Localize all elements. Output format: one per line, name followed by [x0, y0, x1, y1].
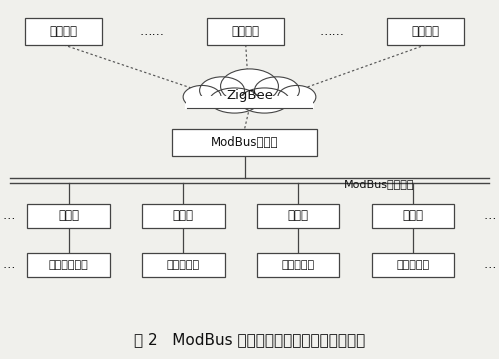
Ellipse shape: [210, 88, 259, 113]
Text: 从控制器: 从控制器: [411, 25, 440, 38]
FancyBboxPatch shape: [257, 204, 339, 228]
FancyBboxPatch shape: [257, 253, 339, 277]
Text: 隔离器: 隔离器: [58, 209, 79, 222]
FancyBboxPatch shape: [142, 204, 225, 228]
Ellipse shape: [254, 77, 299, 104]
Ellipse shape: [240, 88, 289, 113]
Text: 高清摄像机: 高清摄像机: [396, 260, 430, 270]
Text: 红灯检测器: 红灯检测器: [281, 260, 315, 270]
Text: ModBus控制器: ModBus控制器: [211, 136, 278, 149]
Text: ……: ……: [140, 25, 165, 38]
FancyBboxPatch shape: [172, 129, 317, 156]
Text: 车辆检测单元: 车辆检测单元: [49, 260, 88, 270]
Text: 红灯检测器: 红灯检测器: [167, 260, 200, 270]
FancyBboxPatch shape: [387, 18, 464, 45]
Ellipse shape: [183, 85, 221, 108]
FancyBboxPatch shape: [27, 253, 110, 277]
Text: ModBus现场总线: ModBus现场总线: [344, 179, 415, 189]
Text: …: …: [484, 258, 497, 271]
Text: 主控制器: 主控制器: [49, 25, 78, 38]
Text: 图 2   ModBus 总线分布式电子警察系统示意图: 图 2 ModBus 总线分布式电子警察系统示意图: [134, 332, 365, 347]
Ellipse shape: [221, 69, 278, 103]
Ellipse shape: [200, 77, 245, 104]
Text: ……: ……: [319, 25, 344, 38]
FancyBboxPatch shape: [372, 253, 454, 277]
FancyBboxPatch shape: [142, 253, 225, 277]
Text: …: …: [484, 209, 497, 222]
Text: …: …: [2, 209, 15, 222]
FancyBboxPatch shape: [372, 204, 454, 228]
FancyBboxPatch shape: [185, 95, 314, 109]
FancyBboxPatch shape: [27, 204, 110, 228]
Text: ZigBee: ZigBee: [226, 89, 273, 102]
Text: 从控制器: 从控制器: [232, 25, 260, 38]
FancyBboxPatch shape: [207, 18, 284, 45]
FancyBboxPatch shape: [25, 18, 102, 45]
Text: …: …: [2, 258, 15, 271]
FancyBboxPatch shape: [186, 96, 313, 108]
Ellipse shape: [278, 85, 316, 108]
Text: 隔离器: 隔离器: [287, 209, 309, 222]
Text: 隔离器: 隔离器: [402, 209, 424, 222]
Text: 隔离器: 隔离器: [173, 209, 194, 222]
